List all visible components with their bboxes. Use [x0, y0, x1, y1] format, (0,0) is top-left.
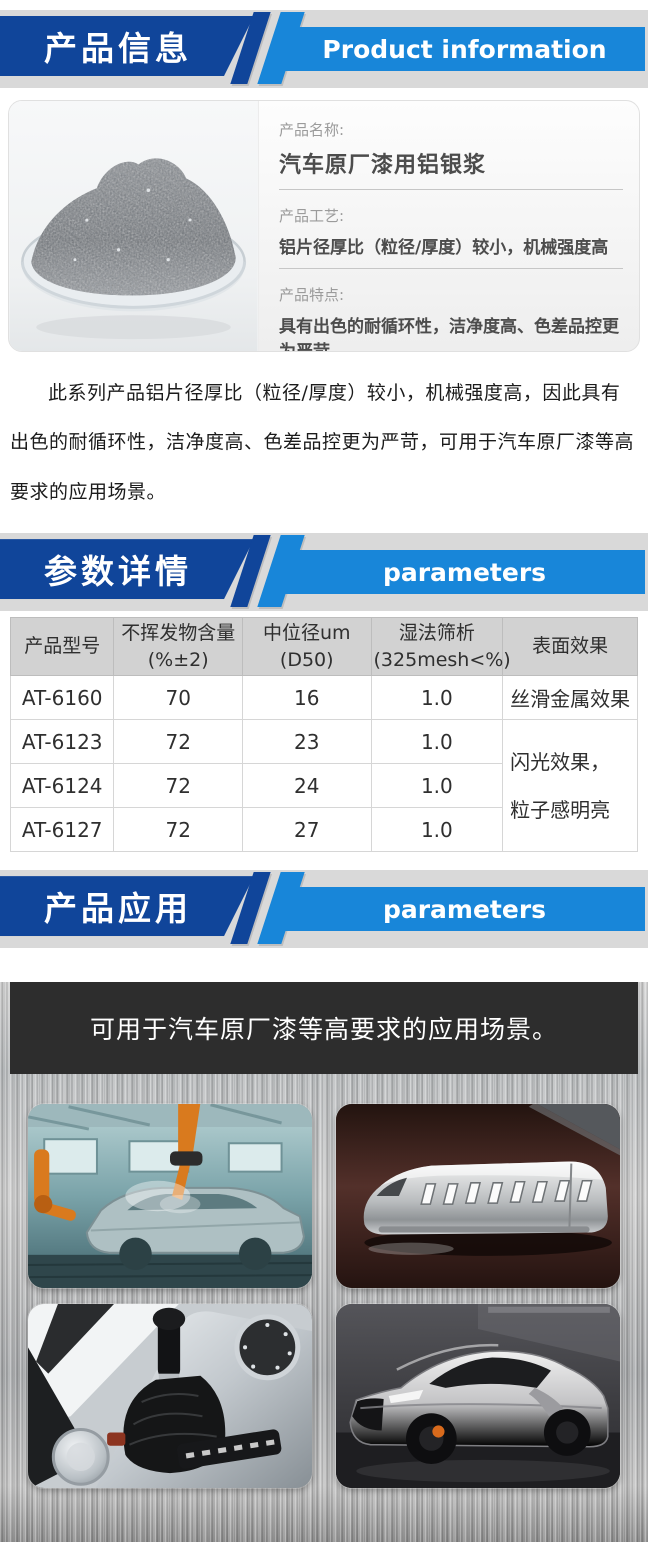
- banner-title-en: Product information: [322, 34, 607, 64]
- car-paint-robot-photo: [28, 1104, 312, 1289]
- banner-title-zh: 产品应用: [44, 889, 192, 929]
- banner-subtitle-bar: parameters: [284, 550, 645, 595]
- field-value-process: 铝片径厚比（粒径/厚度）较小，机械强度高: [279, 226, 623, 269]
- aluminum-paste-dish-photo: [9, 101, 258, 351]
- table-header-row: 产品型号 不挥发物含量 (%±2) 中位径um (D50) 湿法筛析 (325mesh…: [9, 617, 638, 677]
- banner-title-zh: 产品信息: [44, 29, 192, 68]
- banner-title-block: 参数详情: [0, 539, 254, 599]
- product-info-fields: 产品名称: 汽车原厂漆用铝银浆 产品工艺: 铝片径厚比（粒径/厚度）较小，机械强…: [259, 101, 639, 351]
- banner-title-block: 产品应用: [0, 876, 254, 936]
- application-caption-box: 可用于汽车原厂漆等高要求的应用场景。: [10, 982, 638, 1075]
- banner-subtitle-bar: parameters: [284, 887, 645, 932]
- application-banner: 产品应用 parameters: [0, 870, 648, 949]
- silver-sports-car-photo: [336, 1304, 620, 1489]
- col-header-mesh: 湿法筛析 (325mesh<%): [370, 617, 511, 677]
- cell-d50: 23: [241, 719, 372, 765]
- field-label-process: 产品工艺:: [279, 207, 345, 225]
- cell-effect-merged: 闪光效果，粒子感明亮: [502, 719, 638, 853]
- banner-title-zh: 参数详情: [44, 552, 192, 592]
- spec-table-wrap: 产品型号 不挥发物含量 (%±2) 中位径um (D50) 湿法筛析 (325mesh…: [0, 611, 648, 867]
- silver-sports-car-illustration: [336, 1304, 620, 1489]
- car-interior-console-photo: [28, 1304, 312, 1489]
- col-header-nonvolatile: 不挥发物含量 (%±2): [113, 617, 243, 677]
- cell-model: AT-6160: [9, 675, 115, 721]
- product-photo: [9, 101, 259, 351]
- parameters-banner: 参数详情 parameters: [0, 533, 648, 612]
- cell-nvc: 72: [113, 807, 243, 853]
- application-photo-grid: [0, 1074, 648, 1489]
- field-label-name: 产品名称:: [279, 121, 345, 139]
- cell-nvc: 72: [113, 763, 243, 809]
- cell-model: AT-6127: [9, 807, 115, 853]
- silver-train-model-photo: [336, 1104, 620, 1289]
- silver-train-illustration: [336, 1104, 620, 1289]
- field-label-feature: 产品特点:: [279, 286, 345, 304]
- cell-model: AT-6123: [9, 719, 115, 765]
- product-info-banner: 产品信息 Product information: [0, 10, 648, 88]
- cell-d50: 24: [241, 763, 372, 809]
- cell-nvc: 70: [113, 675, 243, 721]
- cell-d50: 16: [241, 675, 372, 721]
- product-detail-page: 产品信息 Product information: [0, 10, 648, 1542]
- field-value-name: 汽车原厂漆用铝银浆: [279, 140, 623, 190]
- banner-title-en: parameters: [382, 894, 547, 924]
- application-caption: 可用于汽车原厂漆等高要求的应用场景。: [89, 1015, 558, 1045]
- table-row: AT-6160 70 16 1.0 丝滑金属效果: [9, 675, 638, 721]
- application-section: 可用于汽车原厂漆等高要求的应用场景。: [0, 982, 648, 1542]
- cell-d50: 27: [241, 807, 372, 853]
- col-header-d50: 中位径um (D50): [241, 617, 372, 677]
- table-row: AT-6124 72 24 1.0: [9, 763, 638, 809]
- car-paint-robot-illustration: [28, 1104, 312, 1289]
- banner-title-block: 产品信息: [0, 16, 254, 76]
- cell-model: AT-6124: [9, 763, 115, 809]
- cell-mesh: 1.0: [370, 675, 504, 721]
- banner-title-en: parameters: [382, 557, 547, 587]
- cell-effect: 丝滑金属效果: [502, 675, 638, 721]
- cell-mesh: 1.0: [370, 763, 504, 809]
- product-card: 产品名称: 汽车原厂漆用铝银浆 产品工艺: 铝片径厚比（粒径/厚度）较小，机械强…: [8, 100, 640, 352]
- spec-table: 产品型号 不挥发物含量 (%±2) 中位径um (D50) 湿法筛析 (325mesh…: [9, 617, 638, 853]
- field-value-feature: 具有出色的耐循环性，洁净度高、色差品控更为严苛: [279, 305, 623, 351]
- col-header-effect: 表面效果: [502, 617, 638, 677]
- banner-subtitle-bar: Product information: [284, 27, 645, 71]
- car-interior-illustration: [28, 1304, 312, 1489]
- table-row: AT-6123 72 23 1.0 闪光效果，粒子感明亮: [9, 719, 638, 853]
- cell-nvc: 72: [113, 719, 243, 765]
- product-description-paragraph: 此系列产品铝片径厚比（粒径/厚度）较小，机械强度高，因此具有出色的耐循环性，洁净…: [10, 382, 635, 503]
- cell-mesh: 1.0: [370, 807, 504, 853]
- col-header-model: 产品型号: [9, 617, 115, 677]
- cell-mesh: 1.0: [370, 719, 504, 765]
- table-row: AT-6127 72 27 1.0: [9, 807, 638, 853]
